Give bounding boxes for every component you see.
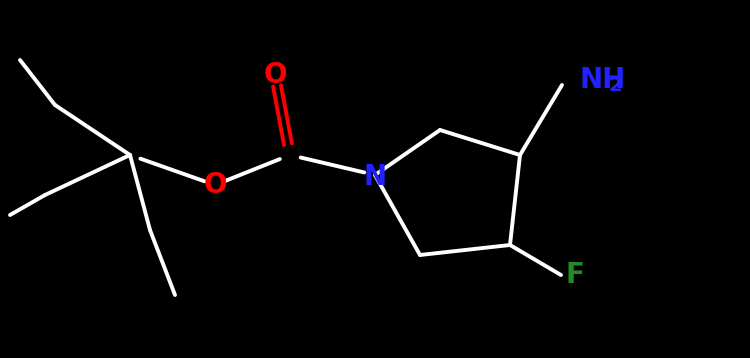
Text: F: F bbox=[566, 261, 584, 289]
Text: O: O bbox=[263, 61, 286, 89]
Text: 2: 2 bbox=[608, 76, 622, 95]
Text: O: O bbox=[203, 171, 226, 199]
Text: N: N bbox=[364, 163, 386, 191]
Text: NH: NH bbox=[580, 66, 626, 94]
